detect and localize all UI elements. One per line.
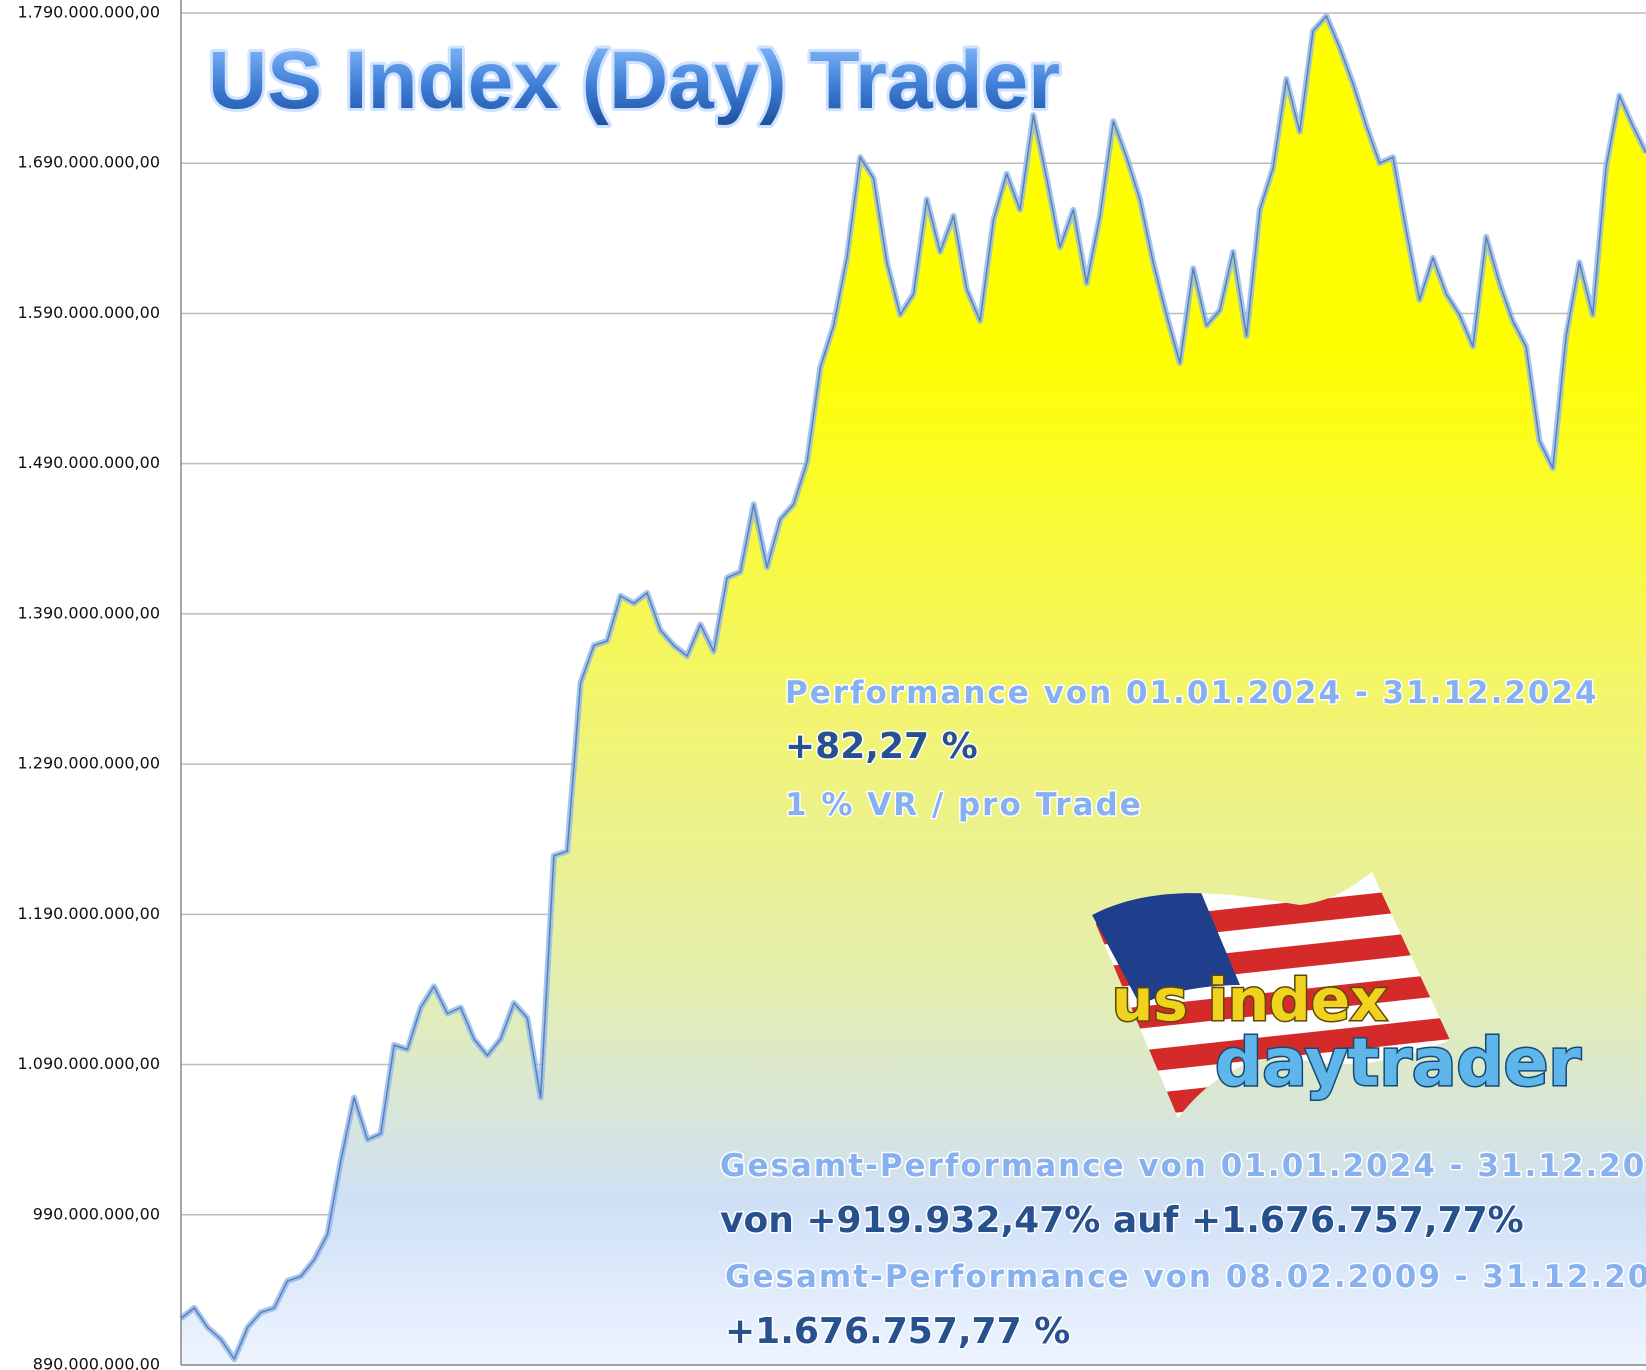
annotation: +1.676.757,77 % [725, 1311, 1070, 1352]
y-tick-label: 1.590.000.000,00 [18, 303, 161, 322]
annotation: +82,27 % [785, 726, 978, 767]
y-tick-label: 1.290.000.000,00 [18, 754, 161, 773]
y-tick-label: 990.000.000,00 [33, 1204, 160, 1223]
y-tick-label: 1.490.000.000,00 [18, 453, 161, 472]
annotation: von +919.932,47% auf +1.676.757,77% [720, 1200, 1524, 1241]
logo-text: us index [1112, 966, 1387, 1034]
line [180, 15, 1646, 1360]
chart-title: US Index (Day) Trader [208, 35, 1060, 126]
y-tick-label: 1.790.000.000,00 [18, 3, 161, 22]
y-tick-label: 890.000.000,00 [33, 1355, 160, 1370]
annotation: Performance von 01.01.2024 - 31.12.2024 [785, 675, 1599, 711]
annotation: Gesamt-Performance von 01.01.2024 - 31.1… [720, 1148, 1646, 1184]
y-tick-label: 1.390.000.000,00 [18, 603, 161, 622]
annotation: 1 % VR / pro Trade [785, 787, 1143, 823]
annotation: Gesamt-Performance von 08.02.2009 - 31.1… [725, 1259, 1646, 1295]
annotations: US Index (Day) Trader Performance von 01… [205, 32, 1646, 1354]
logo-text: daytrader [1215, 1024, 1581, 1101]
y-tick-label: 1.190.000.000,00 [18, 904, 161, 923]
y-tick-label: 1.690.000.000,00 [18, 153, 161, 172]
y-tick-label: 1.090.000.000,00 [18, 1054, 161, 1073]
